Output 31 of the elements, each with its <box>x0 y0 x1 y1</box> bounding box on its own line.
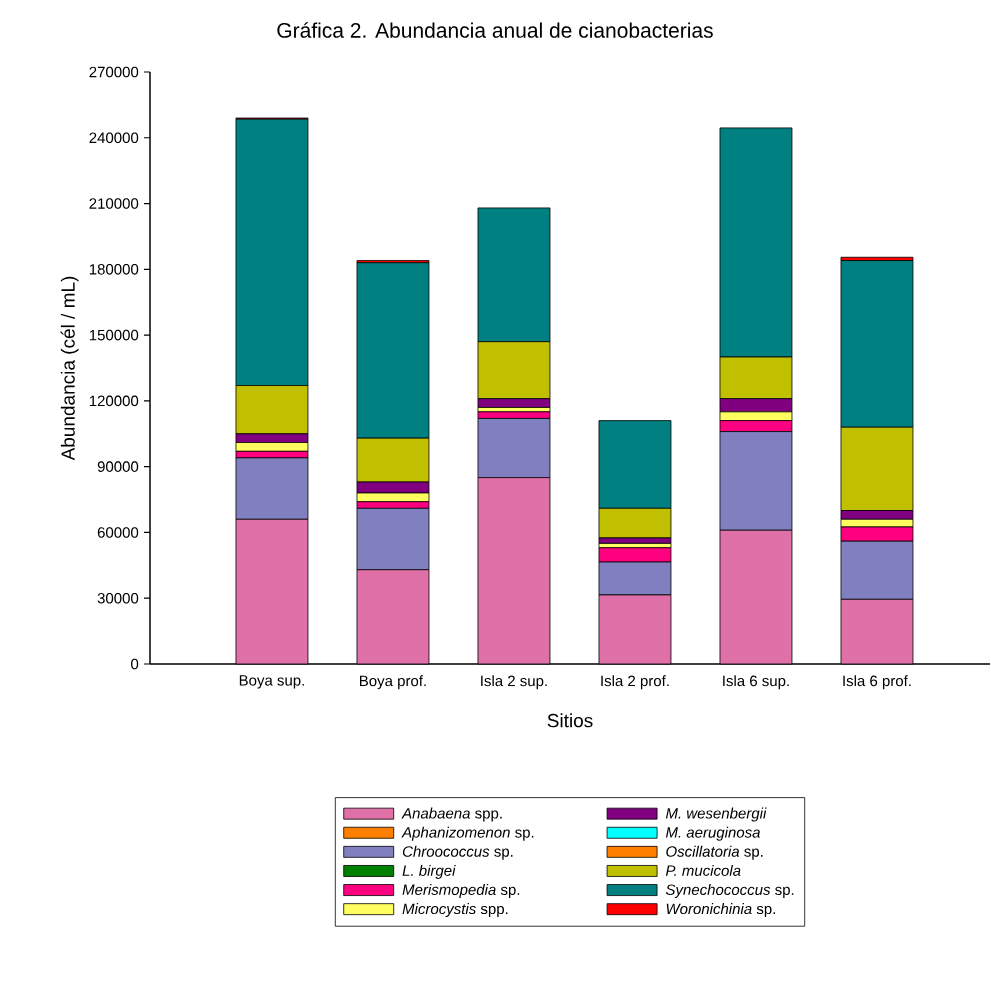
x-axis-title: Sitios <box>547 713 593 728</box>
legend-label: Anabaena spp. <box>401 807 502 822</box>
x-tick-label: Isla 2 sup. <box>481 675 547 690</box>
x-tick-label: Isla 6 sup. <box>723 675 789 690</box>
y-tick-label: 0 <box>131 658 139 670</box>
y-tick-label: 60000 <box>97 527 139 538</box>
chart-title: Gráfica 2. Abundancia anual de cianobacterias <box>277 22 713 38</box>
x-tick-label: Boya prof. <box>360 675 426 690</box>
legend-label: M. aeruginosa <box>665 826 760 841</box>
y-axis-title: Abundancia (cél / mL) <box>60 276 79 461</box>
x-tick-label: Boya sup. <box>239 675 304 689</box>
legend-label: M. wesenbergii <box>665 807 767 822</box>
legend-label: Synechococcus sp. <box>665 884 794 898</box>
legend-label: Aphanizomenon sp. <box>401 826 534 841</box>
legend-label: P. mucicola <box>665 864 741 876</box>
y-tick-label: 150000 <box>89 329 139 341</box>
y-tick-label: 90000 <box>97 461 139 472</box>
legend-label: Microcystis spp. <box>402 903 508 918</box>
x-tick-label: Isla 6 prof. <box>843 675 911 690</box>
x-tick-label: Isla 2 prof. <box>601 675 669 690</box>
legend-label: Oscillatoria sp. <box>666 845 763 860</box>
y-tick-label: 180000 <box>89 264 139 275</box>
y-tick-label: 270000 <box>89 66 139 78</box>
legend-label: Chroococcus sp. <box>402 845 513 860</box>
legend-label: L. birgei <box>402 864 456 879</box>
legend-label: Merismopedia sp. <box>402 884 520 898</box>
legend-label: Woronichinia sp. <box>666 903 775 918</box>
y-tick-label: 30000 <box>97 592 139 604</box>
y-tick-label: 240000 <box>89 132 139 144</box>
y-tick-label: 120000 <box>89 395 139 407</box>
y-tick-label: 210000 <box>89 198 139 209</box>
